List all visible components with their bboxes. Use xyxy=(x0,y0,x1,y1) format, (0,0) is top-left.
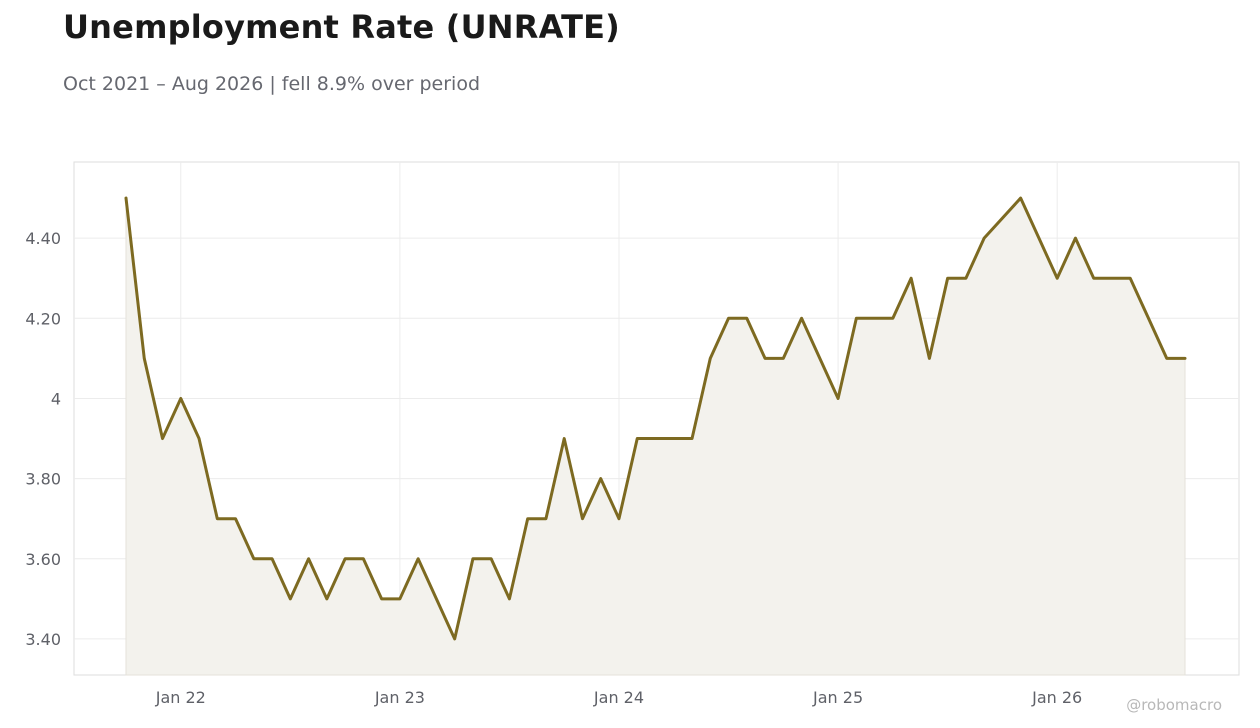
data-point xyxy=(380,597,383,600)
data-point xyxy=(1019,197,1022,200)
data-point xyxy=(417,557,420,560)
data-point xyxy=(873,317,876,320)
data-point xyxy=(946,277,949,280)
data-point xyxy=(891,317,894,320)
data-point xyxy=(234,517,237,520)
data-point xyxy=(252,557,255,560)
chart-title: Unemployment Rate (UNRATE) xyxy=(63,8,620,46)
data-point xyxy=(307,557,310,560)
data-point xyxy=(910,277,913,280)
data-point xyxy=(636,437,639,440)
data-point xyxy=(709,357,712,360)
data-point xyxy=(964,277,967,280)
chart-subtitle: Oct 2021 – Aug 2026 | fell 8.9% over per… xyxy=(63,73,481,95)
data-point xyxy=(563,437,566,440)
data-point xyxy=(198,437,201,440)
data-point xyxy=(581,517,584,520)
data-point xyxy=(508,597,511,600)
data-point xyxy=(1184,357,1187,360)
data-point xyxy=(435,597,438,600)
data-point xyxy=(1147,317,1150,320)
data-point xyxy=(727,317,730,320)
data-point xyxy=(453,637,456,640)
data-point xyxy=(1129,277,1132,280)
data-point xyxy=(745,317,748,320)
data-point xyxy=(362,557,365,560)
data-point xyxy=(1110,277,1113,280)
y-tick-label: 3.40 xyxy=(25,630,61,649)
data-point xyxy=(855,317,858,320)
data-point xyxy=(654,437,657,440)
y-tick-label: 4.20 xyxy=(25,309,61,328)
data-point xyxy=(928,357,931,360)
credit-watermark: @robomacro xyxy=(1126,696,1222,714)
data-point xyxy=(1056,277,1059,280)
data-point xyxy=(1165,357,1168,360)
y-tick-label: 4 xyxy=(51,389,61,408)
data-point xyxy=(818,357,821,360)
data-point xyxy=(800,317,803,320)
data-point xyxy=(599,477,602,480)
x-tick-label: Jan 26 xyxy=(1031,688,1082,707)
data-point xyxy=(1074,237,1077,240)
data-point xyxy=(617,517,620,520)
data-point xyxy=(490,557,493,560)
data-point xyxy=(1092,277,1095,280)
data-point xyxy=(782,357,785,360)
data-point xyxy=(526,517,529,520)
data-point xyxy=(544,517,547,520)
data-point xyxy=(983,237,986,240)
data-point xyxy=(179,397,182,400)
y-tick-label: 3.80 xyxy=(25,470,61,489)
y-tick-label: 3.60 xyxy=(25,550,61,569)
data-point xyxy=(837,397,840,400)
y-tick-label: 4.40 xyxy=(25,229,61,248)
data-point xyxy=(398,597,401,600)
x-axis-ticks: Jan 22 Jan 23 Jan 24 Jan 25 Jan 26 xyxy=(155,688,1083,707)
x-tick-label: Jan 23 xyxy=(374,688,425,707)
data-point xyxy=(216,517,219,520)
data-point xyxy=(672,437,675,440)
x-tick-label: Jan 25 xyxy=(812,688,863,707)
data-point xyxy=(289,597,292,600)
data-point xyxy=(1001,217,1004,220)
data-point xyxy=(764,357,767,360)
x-tick-label: Jan 24 xyxy=(593,688,644,707)
data-point xyxy=(344,557,347,560)
data-point xyxy=(125,197,128,200)
data-point xyxy=(691,437,694,440)
x-tick-label: Jan 22 xyxy=(155,688,206,707)
data-point xyxy=(471,557,474,560)
data-point xyxy=(325,597,328,600)
series-line xyxy=(124,196,1187,641)
data-point xyxy=(143,357,146,360)
data-point xyxy=(161,437,164,440)
data-point xyxy=(1037,237,1040,240)
y-axis-ticks: 3.40 3.60 3.80 4 4.20 4.40 xyxy=(25,229,61,649)
data-point xyxy=(271,557,274,560)
